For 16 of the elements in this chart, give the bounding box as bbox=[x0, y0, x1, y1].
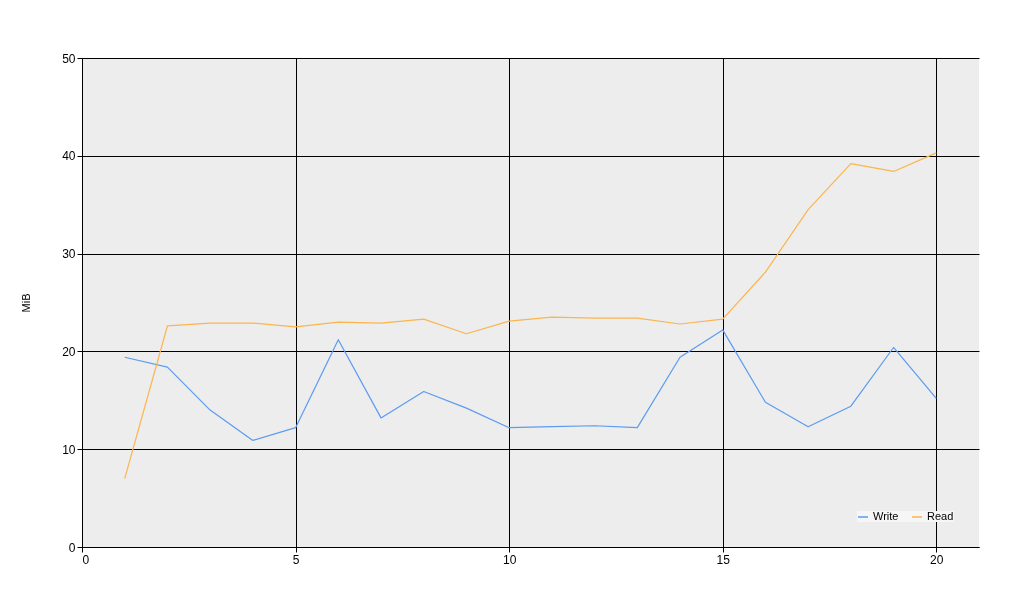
y-tick-label: 20 bbox=[62, 344, 76, 359]
y-tick-label: 10 bbox=[62, 442, 76, 457]
legend-label: Write bbox=[873, 510, 899, 522]
x-tick-label: 20 bbox=[930, 552, 944, 567]
y-tick-label: 40 bbox=[62, 149, 76, 164]
line-series bbox=[124, 152, 937, 480]
y-tick-label: 30 bbox=[62, 247, 76, 262]
x-tick-label: 5 bbox=[292, 552, 300, 567]
x-tick-label: 0 bbox=[82, 552, 90, 567]
y-tick-label: 0 bbox=[68, 540, 76, 555]
x-tick-label: 10 bbox=[502, 552, 517, 567]
y-tick-label: 50 bbox=[62, 51, 76, 66]
y-axis-title: MiB bbox=[20, 293, 33, 313]
x-tick-label: 15 bbox=[716, 552, 731, 567]
line-series bbox=[124, 329, 937, 441]
legend-label: Read bbox=[927, 510, 954, 522]
